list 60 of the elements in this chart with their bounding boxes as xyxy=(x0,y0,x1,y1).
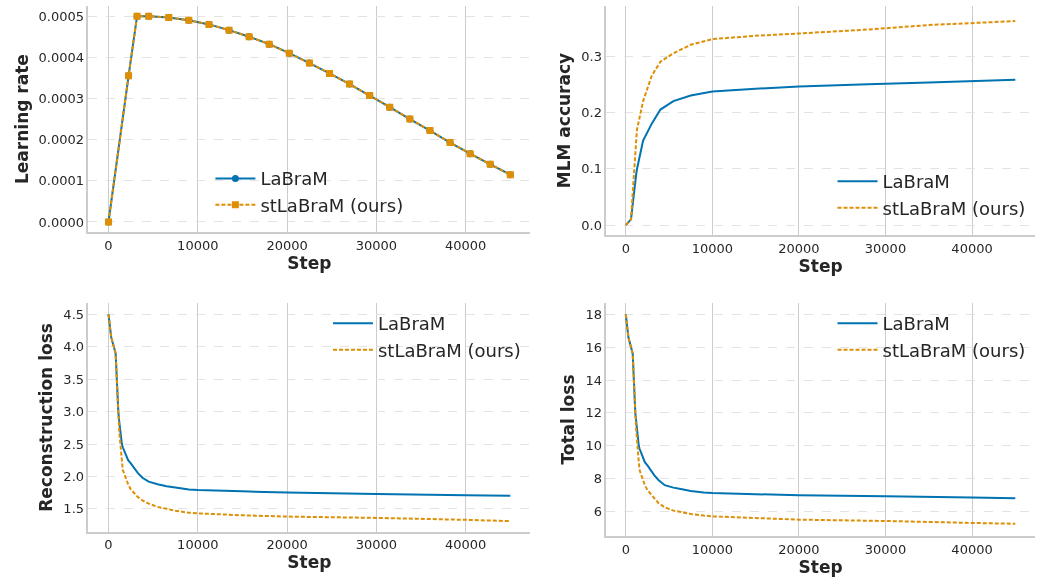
x-tick-label: 40000 xyxy=(951,541,993,557)
legend-label: LaBraM xyxy=(260,168,328,190)
y-tick-label: 3.0 xyxy=(63,404,85,420)
y-axis-title: Learning rate xyxy=(11,54,32,184)
x-tick-label: 40000 xyxy=(444,537,487,553)
y-tick-label: 3.5 xyxy=(63,371,85,387)
y-axis-title: Total loss xyxy=(558,374,579,465)
x-tick-label: 10000 xyxy=(177,237,219,253)
x-tick-label: 30000 xyxy=(355,237,398,253)
x-tick-label: 10000 xyxy=(691,240,734,256)
legend-label: stLaBraM (ours) xyxy=(377,339,521,361)
legend-label: LaBraM xyxy=(377,313,446,335)
y-tick-label: 6 xyxy=(593,504,602,519)
x-tick-label: 20000 xyxy=(266,237,308,253)
x-tick-label: 30000 xyxy=(864,541,907,557)
y-tick-label: 1.5 xyxy=(63,501,85,517)
x-tick-label: 0 xyxy=(621,541,630,557)
x-tick-label: 40000 xyxy=(951,240,993,256)
x-tick-label: 20000 xyxy=(266,537,308,553)
y-tick-label: 12 xyxy=(585,405,602,421)
y-tick-label: 0.0001 xyxy=(38,173,85,189)
y-tick-label: 10 xyxy=(585,438,602,454)
y-tick-label: 0.0005 xyxy=(38,8,85,24)
y-axis-title: MLM accuracy xyxy=(554,52,575,189)
x-tick-label: 0 xyxy=(104,537,113,553)
x-axis-title: Step xyxy=(287,252,332,273)
y-tick-label: 4.0 xyxy=(63,339,85,355)
legend-label: LaBraM xyxy=(882,313,950,335)
x-axis-title: Step xyxy=(287,552,332,573)
y-tick-label: 0.0004 xyxy=(38,49,85,65)
x-axis-title: Step xyxy=(798,255,843,276)
y-tick-label: 0.2 xyxy=(581,104,602,120)
x-tick-label: 0 xyxy=(621,240,630,256)
y-tick-label: 0.3 xyxy=(581,48,602,64)
x-tick-label: 0 xyxy=(104,237,113,253)
legend-label: stLaBraM (ours) xyxy=(260,194,404,216)
y-tick-label: 0.0 xyxy=(581,217,602,233)
x-tick-label: 20000 xyxy=(778,541,820,557)
y-tick-label: 16 xyxy=(585,339,602,355)
x-tick-label: 40000 xyxy=(444,237,487,253)
y-tick-label: 2.0 xyxy=(63,468,85,484)
y-tick-label: 0.0002 xyxy=(38,132,85,148)
x-tick-label: 30000 xyxy=(864,240,907,256)
y-tick-label: 2.5 xyxy=(63,436,85,452)
legend-label: LaBraM xyxy=(882,171,950,193)
y-axis-title: Reconstruction loss xyxy=(36,323,57,512)
x-axis-title: Step xyxy=(798,556,843,577)
x-tick-label: 20000 xyxy=(778,240,820,256)
y-tick-label: 14 xyxy=(585,372,602,388)
y-tick-label: 4.5 xyxy=(63,307,85,323)
x-tick-label: 30000 xyxy=(355,537,398,553)
y-tick-label: 0.0000 xyxy=(38,214,85,230)
legend-label: stLaBraM (ours) xyxy=(882,197,1026,219)
legend-label: stLaBraM (ours) xyxy=(882,339,1026,361)
y-tick-label: 18 xyxy=(585,306,602,322)
y-tick-label: 8 xyxy=(593,471,602,487)
y-tick-label: 0.1 xyxy=(581,161,602,177)
x-tick-label: 10000 xyxy=(177,537,219,553)
y-tick-label: 0.0003 xyxy=(38,91,85,107)
x-tick-label: 10000 xyxy=(691,541,734,557)
